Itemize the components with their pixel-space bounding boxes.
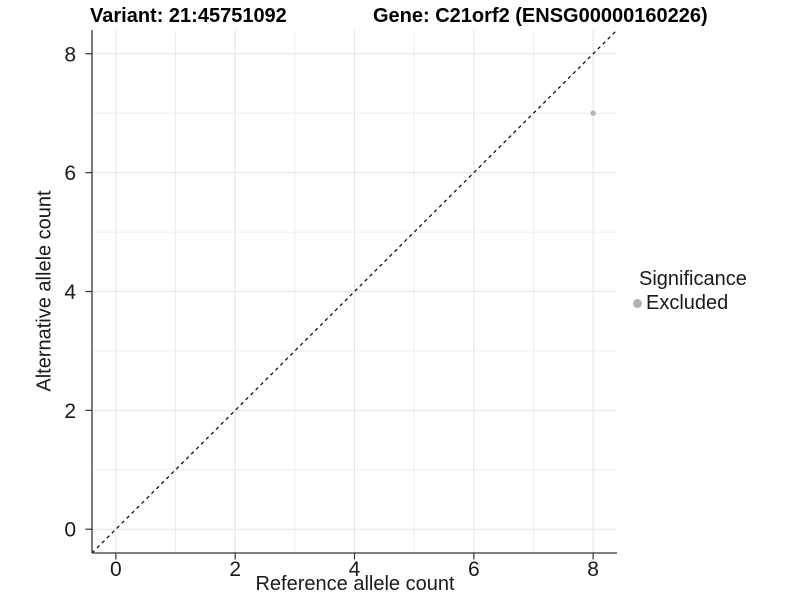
x-tick-label: 8: [587, 558, 599, 581]
y-tick-label: 6: [64, 162, 76, 185]
x-axis-title: Reference allele count: [255, 573, 455, 595]
identity-dashed-line: [91, 29, 618, 554]
data-point: [590, 110, 596, 116]
legend-entry-label: Excluded: [646, 292, 729, 314]
legend-point-icon: [633, 298, 642, 308]
x-tick-label: 6: [468, 558, 480, 581]
y-tick-label: 2: [64, 400, 76, 423]
legend-title: Significance: [639, 268, 747, 290]
y-tick-label: 4: [64, 281, 76, 304]
legend: Significance Excluded: [633, 269, 747, 313]
x-tick-label: 2: [229, 558, 241, 581]
y-axis-title: Alternative allele count: [33, 190, 56, 392]
x-tick-label: 4: [349, 558, 361, 581]
plot-title-variant: Variant: 21:45751092: [90, 5, 287, 27]
y-tick-label: 0: [64, 519, 76, 542]
plot-title-gene: Gene: C21orf2 (ENSG00000160226): [373, 5, 708, 27]
legend-entry-excluded: Excluded: [633, 293, 747, 313]
y-tick-label: 8: [64, 43, 76, 66]
x-tick-label: 0: [110, 558, 122, 581]
